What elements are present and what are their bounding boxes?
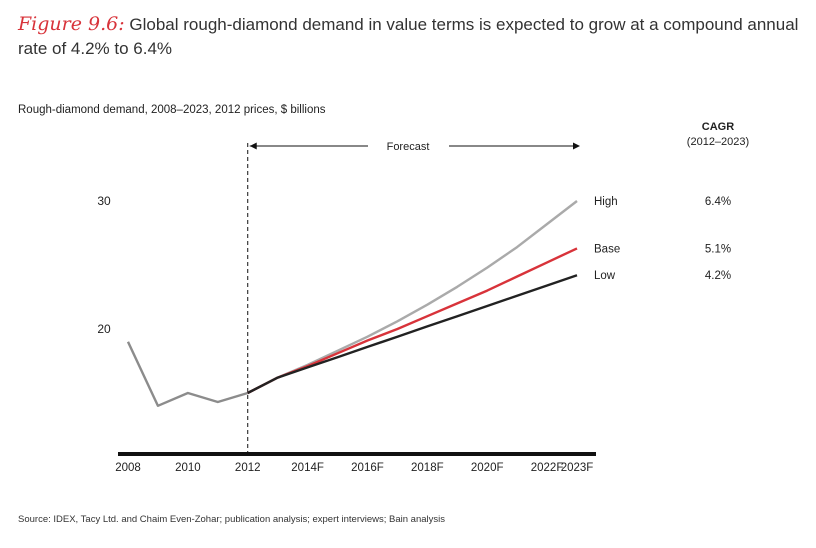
series-line-low bbox=[247, 274, 578, 395]
series-label-base: Base bbox=[594, 243, 620, 255]
source-note: Source: IDEX, Tacy Ltd. and Chaim Even-Z… bbox=[18, 514, 446, 525]
series-line-historical bbox=[126, 341, 249, 407]
x-tick-label: 2018F bbox=[411, 462, 444, 474]
x-tick-label: 2016F bbox=[351, 462, 384, 474]
y-tick-label: 30 bbox=[97, 194, 111, 208]
forecast-label: Forecast bbox=[387, 141, 430, 153]
x-tick-label: 2008 bbox=[115, 462, 141, 474]
series-label-low: Low bbox=[594, 270, 616, 282]
cagr-value-base: 5.1% bbox=[705, 243, 731, 255]
y-tick-label: 20 bbox=[97, 322, 111, 336]
x-tick-label: 2012 bbox=[235, 462, 261, 474]
x-axis bbox=[118, 452, 596, 456]
arrowhead-right bbox=[573, 142, 580, 150]
cagr-value-high: 6.4% bbox=[705, 196, 731, 208]
series-label-high: High bbox=[594, 196, 618, 208]
chart-title: Figure 9.6: Global rough-diamond demand … bbox=[18, 12, 808, 61]
x-tick-label: 2023F bbox=[561, 462, 594, 474]
x-tick-label: 2014F bbox=[291, 462, 324, 474]
chart-subtitle: Rough-diamond demand, 2008–2023, 2012 pr… bbox=[18, 104, 326, 116]
cagr-period: (2012–2023) bbox=[687, 136, 749, 148]
cagr-header: CAGR bbox=[702, 121, 734, 133]
arrowhead-left bbox=[249, 142, 257, 150]
x-tick-label: 2010 bbox=[175, 462, 201, 474]
x-tick-label: 2020F bbox=[471, 462, 504, 474]
title-text: Global rough-diamond demand in value ter… bbox=[18, 15, 799, 58]
series-line-high bbox=[247, 200, 578, 395]
cagr-value-low: 4.2% bbox=[705, 270, 731, 282]
figure-label: Figure 9.6: bbox=[18, 13, 125, 35]
x-tick-label: 2022F bbox=[531, 462, 564, 474]
